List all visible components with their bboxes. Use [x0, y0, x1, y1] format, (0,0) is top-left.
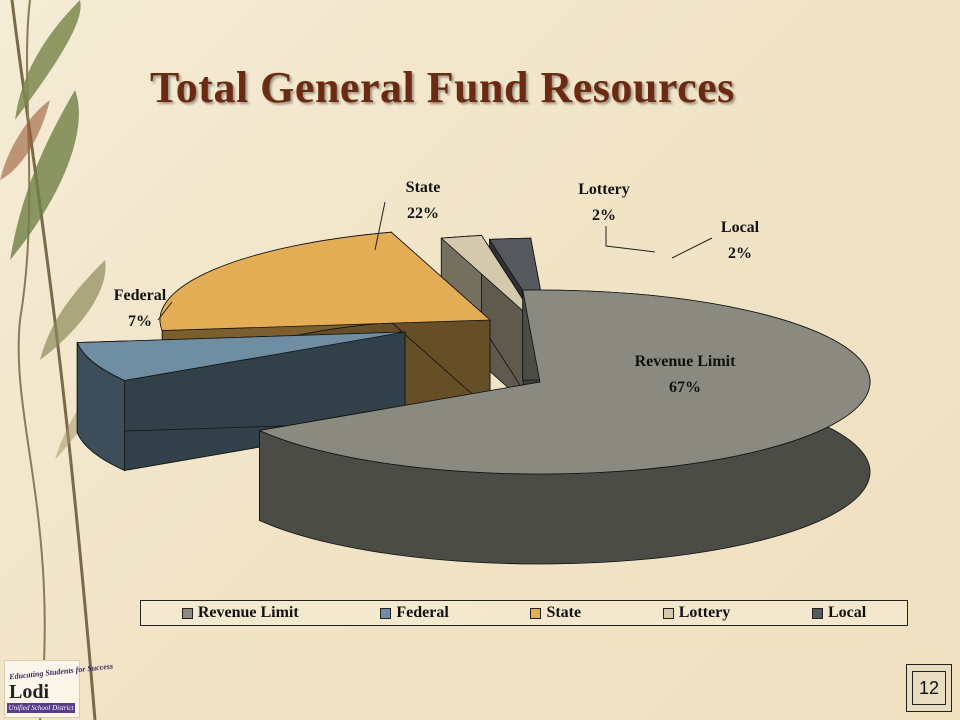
data-label-value-state: 22% [407, 205, 439, 222]
page-number: 12 [912, 671, 946, 705]
legend-item-local: Local [811, 604, 867, 622]
logo-subtitle: Unified School District [7, 703, 75, 713]
pie-slice-revenue-limit [258, 289, 871, 565]
legend-item-state: State [530, 604, 581, 622]
data-label-name-revenue-limit: Revenue Limit [635, 353, 737, 370]
legend-swatch [380, 607, 392, 619]
data-label-name-federal: Federal [114, 287, 167, 304]
legend-label: Lottery [678, 604, 731, 621]
logo-name: Lodi [9, 681, 50, 703]
data-label-name-lottery: Lottery [578, 181, 630, 198]
page-number-box: 12 [906, 664, 952, 712]
legend-swatch [811, 607, 823, 619]
data-label-value-local: 2% [728, 245, 752, 262]
leader-line-federal [157, 301, 173, 321]
chart-slices [76, 231, 871, 565]
legend-swatch [181, 607, 193, 619]
leader-line-state [374, 201, 386, 251]
slice-top-face [159, 231, 492, 331]
pie-slice-federal [76, 331, 406, 472]
district-logo: Educating Students for Success Lodi Unif… [4, 660, 113, 718]
legend-label: State [546, 604, 582, 621]
slice-top-face [440, 235, 541, 327]
data-label-name-local: Local [721, 219, 760, 236]
legend-swatch [530, 607, 542, 619]
slice-top-face [258, 289, 871, 475]
legend-item-revenue-limit: Revenue Limit [181, 604, 299, 622]
chart-legend: Revenue Limit Federal State Lottery Local [140, 600, 908, 626]
data-label-value-lottery: 2% [592, 207, 616, 224]
chart-data-labels: Revenue Limit 67% Federal 7% State 22% Lottery… [114, 179, 760, 396]
legend-label: Local [827, 604, 867, 621]
slice-top-face [76, 331, 406, 381]
data-label-value-revenue-limit: 67% [669, 379, 701, 396]
legend-label: Revenue Limit [197, 604, 299, 621]
slide-title: Total General Fund Resources [150, 63, 735, 112]
leader-line-local [671, 237, 713, 259]
leader-line-lottery [605, 226, 656, 253]
legend-swatch [662, 607, 674, 619]
data-label-value-federal: 7% [128, 313, 152, 330]
data-label-name-state: State [406, 179, 441, 196]
legend-item-lottery: Lottery [662, 604, 731, 622]
legend-label: Federal [396, 604, 449, 621]
legend-item-federal: Federal [380, 604, 449, 622]
